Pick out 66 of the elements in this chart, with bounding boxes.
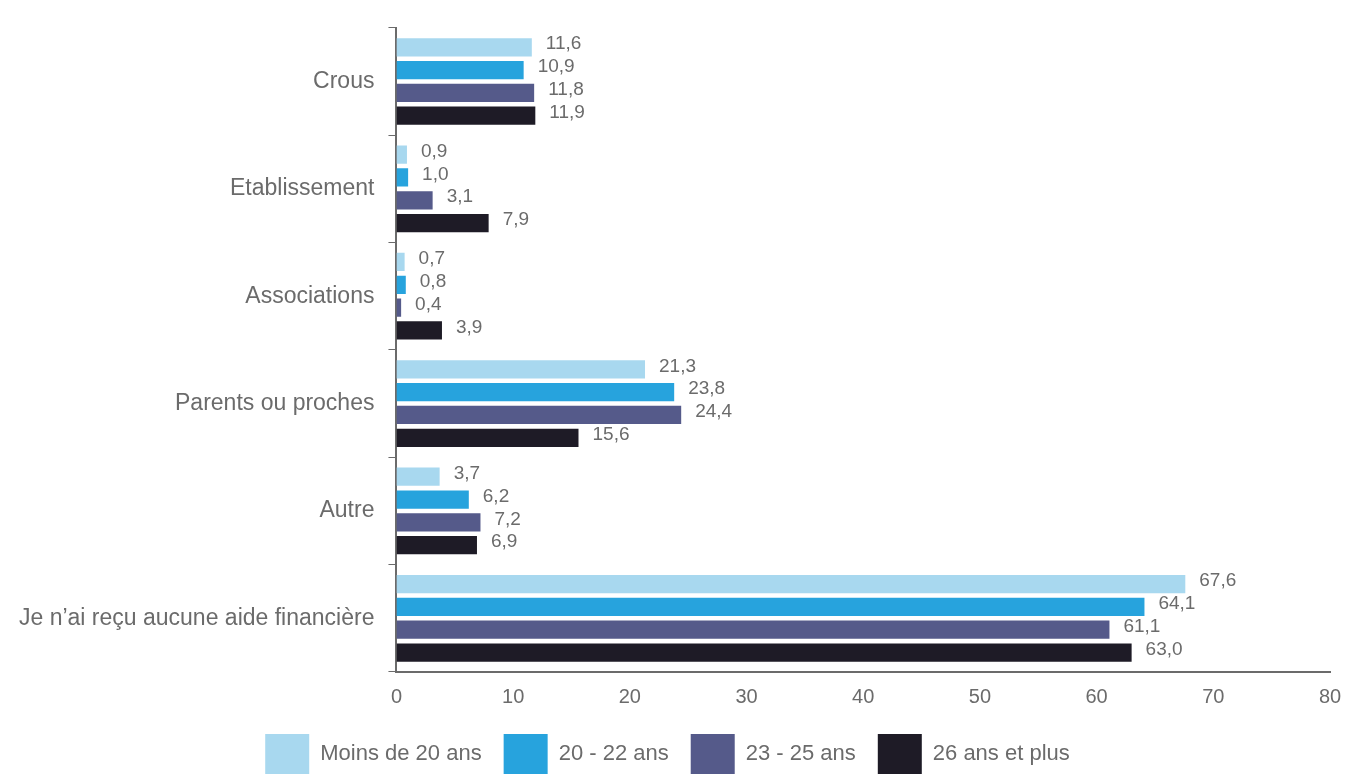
- bar: [396, 60, 524, 80]
- legend-label: 20 - 22 ans: [558, 740, 669, 766]
- bar: [396, 168, 409, 187]
- bar: [396, 405, 682, 425]
- bar: [396, 145, 407, 164]
- data-label: 11,9: [549, 100, 585, 122]
- bar: [396, 38, 532, 57]
- data-label: 3,7: [453, 461, 481, 483]
- data-label: 0,9: [420, 139, 448, 161]
- x-tick-label: 0: [390, 684, 403, 707]
- data-label: 3,1: [446, 185, 474, 207]
- bar: [396, 467, 440, 486]
- data-label: 67,6: [1199, 569, 1237, 591]
- y-tick-label: Parents ou proches: [175, 388, 375, 415]
- legend-label: Moins de 20 ans: [320, 740, 482, 766]
- bar: [396, 536, 477, 555]
- y-tick-label: Je n’ai reçu aucune aide financière: [18, 603, 375, 630]
- bar: [396, 620, 1110, 639]
- data-label: 11,8: [548, 78, 584, 100]
- x-tick-label: 10: [502, 684, 525, 707]
- bar: [396, 275, 406, 294]
- data-label: 7,2: [494, 507, 521, 529]
- bar: [396, 252, 405, 272]
- y-tick-label: Crous: [313, 66, 375, 93]
- bar: [396, 321, 442, 340]
- bar: [396, 383, 675, 402]
- bar: [396, 83, 535, 103]
- x-tick-label: 70: [1202, 684, 1225, 707]
- bar: [396, 428, 579, 447]
- y-tick-label: Etablissement: [229, 174, 376, 201]
- bar: [396, 213, 489, 233]
- bar: [396, 597, 1145, 617]
- data-label: 0,4: [415, 292, 442, 314]
- data-label: 1,0: [422, 162, 449, 184]
- bar: [396, 106, 536, 125]
- data-label: 6,9: [490, 530, 518, 552]
- data-label: 63,0: [1145, 637, 1183, 659]
- data-label: 24,4: [695, 400, 733, 422]
- x-tick-label: 60: [1085, 684, 1108, 707]
- data-label: 23,8: [688, 377, 726, 399]
- legend-label: 26 ans et plus: [932, 740, 1070, 766]
- bar: [396, 191, 433, 210]
- data-label: 3,9: [455, 315, 483, 337]
- x-tick-label: 40: [852, 684, 875, 707]
- bar: [396, 574, 1186, 594]
- y-tick-label: Autre: [319, 496, 375, 523]
- legend-label: 23 - 25 ans: [745, 740, 856, 766]
- x-tick-label: 30: [735, 684, 758, 707]
- data-label: 6,2: [482, 484, 510, 506]
- data-label: 64,1: [1158, 592, 1196, 614]
- bar: [396, 643, 1132, 662]
- x-tick-label: 20: [618, 684, 641, 707]
- data-label: 0,7: [418, 247, 446, 269]
- bar: [396, 513, 481, 532]
- y-tick-label: Associations: [245, 281, 375, 308]
- bar: [396, 490, 469, 509]
- data-label: 21,3: [659, 354, 696, 376]
- bar: [396, 360, 646, 379]
- data-label: 15,6: [592, 423, 630, 445]
- data-label: 61,1: [1123, 614, 1161, 636]
- data-label: 10,9: [537, 55, 575, 77]
- data-label: 7,9: [502, 208, 530, 230]
- data-label: 0,8: [419, 270, 447, 292]
- data-label: 11,6: [545, 32, 582, 54]
- x-tick-label: 80: [1318, 684, 1342, 707]
- x-tick-label: 50: [968, 684, 992, 707]
